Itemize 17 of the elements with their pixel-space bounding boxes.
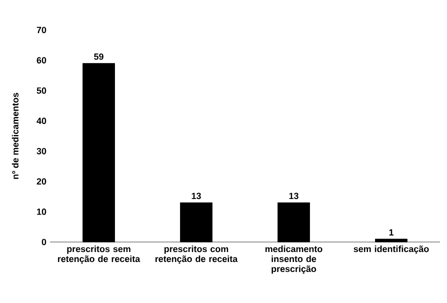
- y-tick-label: 0: [42, 238, 46, 246]
- data-label: 13: [192, 192, 201, 200]
- y-tick-label: 50: [36, 87, 46, 94]
- x-tick-label: medicamento insento de prescrição: [265, 246, 322, 274]
- y-tick-label: 20: [36, 178, 46, 185]
- x-tick-label: prescritos com retenção de receita: [155, 246, 238, 264]
- data-label: 59: [94, 53, 104, 60]
- y-axis-title: nº de medicamentos: [12, 92, 18, 179]
- x-tick-label: prescritos sem retenção de receita: [58, 246, 140, 264]
- y-tick-label: 40: [36, 118, 46, 124]
- x-tick-label: sem identificação: [354, 246, 429, 254]
- y-tick-label: 60: [36, 57, 46, 64]
- data-label: 13: [289, 192, 298, 200]
- y-tick-label: 70: [36, 26, 46, 34]
- y-tick-label: 30: [36, 148, 46, 154]
- data-label: 1: [389, 229, 394, 236]
- y-tick-label: 10: [37, 208, 46, 215]
